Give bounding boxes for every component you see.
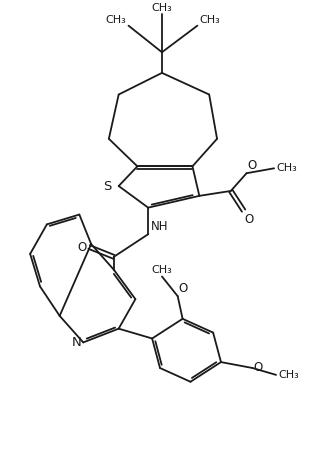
Text: NH: NH	[151, 220, 169, 233]
Text: O: O	[179, 282, 188, 295]
Text: O: O	[245, 212, 254, 226]
Text: CH₃: CH₃	[152, 3, 172, 13]
Text: CH₃: CH₃	[199, 14, 220, 25]
Text: N: N	[71, 336, 81, 349]
Text: O: O	[77, 241, 86, 254]
Text: O: O	[248, 159, 257, 172]
Text: CH₃: CH₃	[278, 370, 299, 380]
Text: S: S	[103, 179, 112, 193]
Text: CH₃: CH₃	[152, 265, 172, 275]
Text: CH₃: CH₃	[276, 164, 297, 173]
Text: CH₃: CH₃	[106, 14, 127, 25]
Text: O: O	[253, 361, 263, 375]
